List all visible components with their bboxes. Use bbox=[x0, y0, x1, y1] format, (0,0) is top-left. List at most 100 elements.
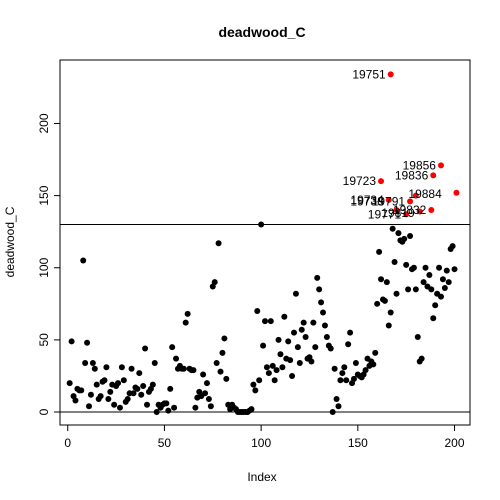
y-axis: 0 50 100 150 200 bbox=[37, 113, 61, 415]
data-point bbox=[401, 235, 408, 242]
point-label: 19832 bbox=[393, 203, 427, 217]
y-tick-label: 0 bbox=[37, 408, 51, 415]
data-point bbox=[217, 368, 224, 375]
data-point bbox=[320, 309, 327, 316]
data-point bbox=[321, 322, 328, 329]
data-point bbox=[387, 309, 394, 316]
chart-title: deadwood_C bbox=[218, 24, 305, 40]
data-point bbox=[405, 286, 412, 293]
data-point bbox=[105, 396, 112, 403]
data-point bbox=[263, 364, 270, 371]
y-tick-label: 200 bbox=[37, 113, 51, 133]
data-point bbox=[180, 365, 187, 372]
highlighted-point bbox=[387, 71, 394, 78]
data-point bbox=[213, 359, 220, 366]
data-point bbox=[451, 266, 458, 273]
x-axis-label: Index bbox=[247, 470, 276, 484]
data-point bbox=[312, 344, 319, 351]
data-point bbox=[87, 391, 94, 398]
data-point bbox=[337, 377, 344, 384]
data-point bbox=[414, 333, 421, 340]
highlighted-point bbox=[416, 208, 423, 215]
data-point bbox=[292, 290, 299, 297]
data-point bbox=[378, 276, 385, 283]
data-point bbox=[248, 406, 255, 413]
data-point bbox=[260, 342, 267, 349]
data-point bbox=[68, 338, 75, 345]
data-point bbox=[412, 286, 419, 293]
data-point bbox=[432, 302, 439, 309]
data-point bbox=[385, 322, 392, 329]
x-tick-label: 50 bbox=[158, 436, 172, 450]
data-point bbox=[190, 367, 197, 374]
data-point bbox=[101, 377, 108, 384]
data-point bbox=[165, 407, 172, 414]
data-point bbox=[345, 341, 352, 348]
data-points bbox=[66, 71, 460, 416]
data-point bbox=[277, 351, 284, 358]
data-point bbox=[273, 367, 280, 374]
data-point bbox=[262, 318, 268, 325]
point-label: 19734 bbox=[350, 193, 384, 207]
x-tick-label: 200 bbox=[445, 436, 465, 450]
data-point bbox=[144, 401, 151, 408]
data-point bbox=[370, 361, 377, 368]
point-label: 19791 bbox=[372, 194, 406, 208]
data-point bbox=[223, 375, 230, 382]
data-point bbox=[310, 319, 317, 326]
data-point bbox=[443, 267, 450, 274]
data-point bbox=[182, 319, 189, 326]
data-point bbox=[437, 293, 444, 300]
data-point bbox=[291, 329, 298, 336]
data-point bbox=[120, 377, 127, 384]
highlighted-point bbox=[385, 196, 392, 203]
data-point bbox=[219, 349, 226, 356]
data-point bbox=[420, 279, 427, 286]
data-point bbox=[439, 276, 446, 283]
x-tick-label: 150 bbox=[348, 436, 368, 450]
data-point bbox=[130, 390, 137, 397]
data-point bbox=[350, 375, 357, 382]
data-point bbox=[142, 345, 149, 352]
data-point bbox=[300, 319, 307, 326]
data-point bbox=[381, 297, 388, 304]
data-point bbox=[89, 359, 96, 366]
data-point bbox=[78, 387, 85, 394]
data-point bbox=[287, 357, 294, 364]
data-point bbox=[314, 274, 321, 281]
data-point bbox=[407, 233, 414, 240]
data-point bbox=[329, 409, 336, 416]
data-point bbox=[200, 371, 207, 378]
data-point bbox=[207, 403, 214, 410]
data-point bbox=[389, 225, 396, 232]
y-tick-label: 100 bbox=[37, 257, 51, 277]
data-point bbox=[171, 404, 178, 411]
data-point bbox=[323, 333, 330, 340]
y-tick-label: 50 bbox=[37, 333, 51, 347]
data-point bbox=[252, 387, 259, 394]
data-point bbox=[372, 349, 379, 356]
point-label: 19771 bbox=[368, 207, 402, 221]
data-point bbox=[441, 284, 448, 291]
highlighted-point bbox=[453, 189, 460, 196]
data-point bbox=[331, 365, 338, 372]
data-point bbox=[352, 359, 359, 366]
point-label: 19836 bbox=[395, 168, 429, 182]
data-point bbox=[107, 388, 114, 395]
data-point bbox=[205, 396, 212, 403]
point-label: 19819 bbox=[381, 206, 415, 220]
data-point bbox=[347, 329, 354, 336]
data-point bbox=[430, 315, 437, 322]
data-point bbox=[184, 310, 191, 317]
data-point bbox=[335, 403, 342, 410]
data-point bbox=[93, 381, 100, 388]
data-point bbox=[153, 409, 160, 416]
data-point bbox=[103, 364, 110, 371]
data-point bbox=[267, 318, 274, 325]
data-point bbox=[256, 377, 263, 384]
data-point bbox=[449, 243, 456, 250]
data-point bbox=[271, 377, 278, 384]
highlighted-point bbox=[393, 207, 400, 214]
